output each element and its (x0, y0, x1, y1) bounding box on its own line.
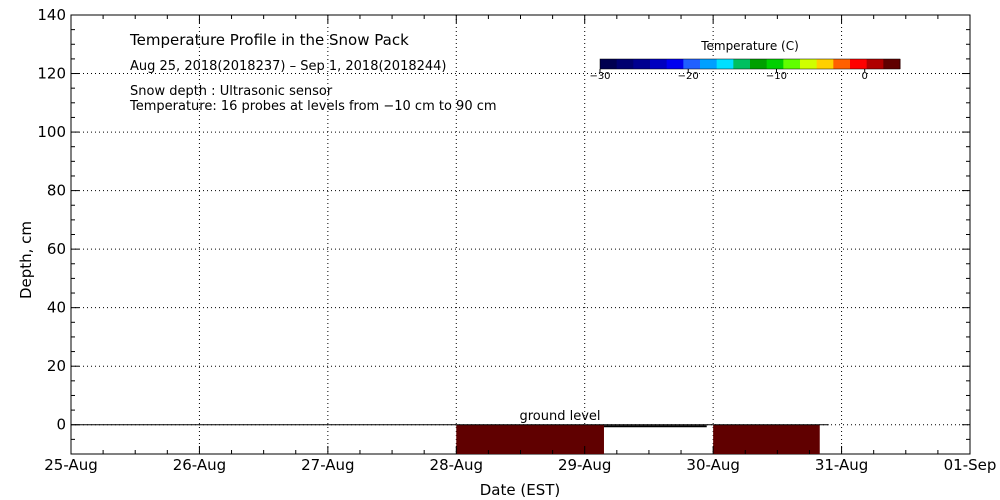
colorbar-swatch (783, 59, 801, 69)
chart-subtitle: Aug 25, 2018(2018237) – Sep 1, 2018(2018… (130, 59, 447, 74)
colorbar-swatch (700, 59, 718, 69)
colorbar-tick-label: −10 (766, 71, 787, 82)
x-tick-label: 31-Aug (815, 456, 868, 474)
data-layer (71, 424, 829, 454)
colorbar-swatch (850, 59, 868, 69)
temperature-block (713, 424, 820, 454)
y-tick-label: 40 (47, 299, 66, 317)
chart-note-temperature: Temperature: 16 probes at levels from −1… (129, 99, 497, 114)
colorbar-swatch (683, 59, 701, 69)
colorbar-swatch (766, 59, 784, 69)
y-tick-label: 140 (37, 6, 66, 24)
x-tick-label: 27-Aug (301, 456, 354, 474)
colorbar-swatch (650, 59, 668, 69)
grid-layer (71, 15, 970, 454)
ground-level-label: ground level (519, 409, 600, 424)
x-tick-label: 01-Sep (944, 456, 997, 474)
colorbar-tick-label: −20 (678, 71, 699, 82)
colorbar-swatch (666, 59, 684, 69)
chart-title: Temperature Profile in the Snow Pack (129, 31, 409, 49)
x-tick-label: 28-Aug (430, 456, 483, 474)
plot-frame (70, 14, 971, 455)
colorbar-swatch (866, 59, 884, 69)
colorbar-swatch (616, 59, 634, 69)
x-axis-title: Date (EST) (480, 481, 561, 499)
y-tick-label: 0 (56, 416, 66, 434)
x-tick-label: 29-Aug (558, 456, 611, 474)
temperature-colorbar: Temperature (C) −30 −20 −10 0 (589, 39, 901, 82)
colorbar-frame (599, 58, 901, 70)
colorbar-swatch (716, 59, 734, 69)
colorbar-swatch (800, 59, 818, 69)
x-tick-label: 26-Aug (173, 456, 226, 474)
ticks-layer: 25-Aug 26-Aug 27-Aug 28-Aug 29-Aug 30-Aug 31-A… (37, 6, 996, 474)
y-tick-label: 100 (37, 123, 66, 141)
y-tick-label: 120 (37, 65, 66, 83)
y-tick-label: 80 (47, 182, 66, 200)
colorbar-swatch (600, 59, 618, 69)
y-tick-label: 20 (47, 357, 66, 375)
y-axis-title: Depth, cm (17, 221, 35, 299)
colorbar-swatch (633, 59, 651, 69)
colorbar-swatch (833, 59, 851, 69)
y-tick-label: 60 (47, 240, 66, 258)
chart-note-snow-depth: Snow depth : Ultrasonic sensor (130, 84, 333, 99)
colorbar-tick-label: 0 (862, 71, 868, 82)
colorbar-label: Temperature (C) (700, 39, 799, 53)
colorbar-swatch (733, 59, 751, 69)
colorbar-swatch (750, 59, 768, 69)
temperature-block (456, 424, 604, 454)
colorbar-swatch (816, 59, 834, 69)
x-tick-label: 25-Aug (44, 456, 97, 474)
x-tick-label: 30-Aug (686, 456, 739, 474)
colorbar-tick-label: −30 (589, 71, 610, 82)
colorbar-swatch (883, 59, 901, 69)
